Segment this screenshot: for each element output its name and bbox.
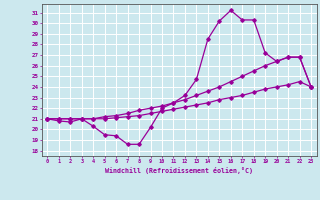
X-axis label: Windchill (Refroidissement éolien,°C): Windchill (Refroidissement éolien,°C) (105, 167, 253, 174)
